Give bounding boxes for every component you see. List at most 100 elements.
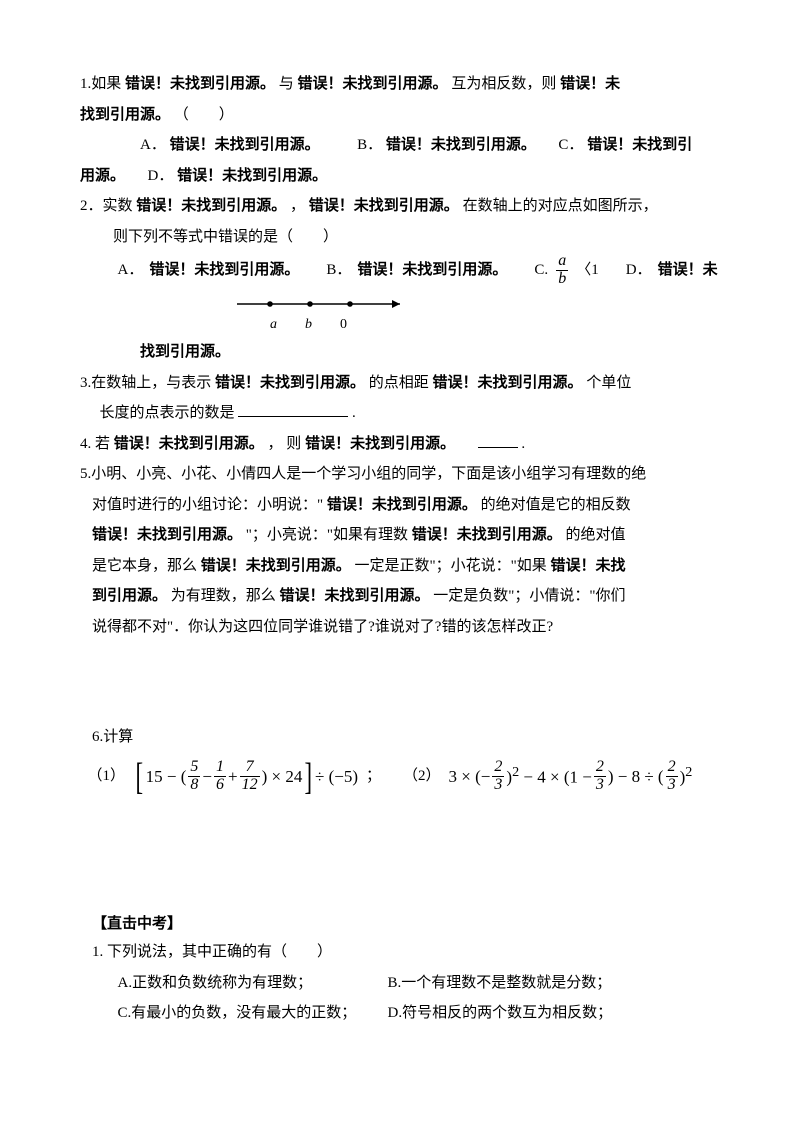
opt-D-label: D． — [148, 168, 178, 184]
err-ref: 错误！未找到引用源。 — [412, 527, 562, 543]
axis-0: 0 — [340, 312, 347, 339]
section-head: 【直击中考】 — [80, 910, 730, 939]
q4-stem-a: 4. 若 — [80, 436, 114, 452]
q2-stem-a: 2．实数 — [80, 198, 136, 214]
opt-A-label: A． — [140, 137, 170, 153]
blank-underline-short — [478, 433, 518, 448]
zj-C: C.有最小的负数，没有最大的正数； — [118, 999, 388, 1028]
q5-l4: 是它本身，那么 错误！未找到引用源。 一定是正数"；小花说："如果 错误！未找 — [80, 552, 730, 581]
q3-line2-text: 长度的点表示的数是 — [100, 405, 235, 421]
q2-line2: 则下列不等式中错误的是（ ） — [80, 223, 730, 252]
err-ref: 错误！未 — [560, 76, 620, 92]
opt-C-label: C. — [534, 256, 548, 285]
err-ref-cont: 找到引用源。 — [140, 344, 230, 360]
err-ref-cont: 找到引用源。 — [80, 107, 170, 123]
err-ref: 错误！未找到引用源。 — [201, 558, 351, 574]
q5-l4a: 是它本身，那么 — [92, 558, 201, 574]
frac-a-over-b: a b — [556, 253, 568, 288]
opt-D-label: D． — [626, 256, 652, 285]
opt-A-label: A． — [118, 256, 144, 285]
err-ref: 错误！未找到引用源。 — [215, 375, 365, 391]
opt-C-tail: 〈1 — [576, 256, 599, 285]
zj-D: D.符号相反的两个数互为相反数； — [388, 999, 613, 1028]
q5-l1: 5.小明、小亮、小花、小倩四人是一个学习小组的同学，下面是该小组学习有理数的绝 — [80, 460, 730, 489]
q5-l6: 说得都不对"．你认为这四位同学谁说错了?谁说对了?错的该怎样改正? — [80, 613, 730, 642]
q1-stem-a: 1.如果 — [80, 76, 125, 92]
err-ref: 错误！未找到引用源。 — [92, 527, 242, 543]
number-line-icon — [235, 294, 410, 314]
zj-q1: 1. 下列说法，其中正确的有（ ） — [80, 938, 730, 967]
q5-l5b: 一定是负数"；小倩说："你们 — [433, 588, 625, 604]
q5-l2b: 的绝对值是它的相反数 — [481, 497, 631, 513]
blank-underline — [238, 402, 348, 417]
q6-expr1: [ 15 − ( 58 − 16 + 712 ) × 24 ] ÷ (−5) — [133, 758, 358, 796]
err-ref-cont: 到引用源。 — [92, 588, 167, 604]
opt-B-label: B． — [357, 137, 386, 153]
q5-l5a: 为有理数，那么 — [171, 588, 280, 604]
q5-l4b: 一定是正数"；小花说："如果 — [355, 558, 551, 574]
q6-expressions: （1） [ 15 − ( 58 − 16 + 712 ) × 24 ] ÷ (−… — [80, 758, 730, 796]
opt-C-label: C． — [558, 137, 587, 153]
err-ref: 错误！未找到引用源。 — [433, 375, 583, 391]
opt-B-label: B． — [326, 256, 351, 285]
q2-line1: 2．实数 错误！未找到引用源。 ， 错误！未找到引用源。 在数轴上的对应点如图所… — [80, 192, 730, 221]
err-ref: 错误！未找到引用源。 — [309, 198, 459, 214]
q1-options-row2: 用源。 D． 错误！未找到引用源。 — [80, 162, 730, 191]
axis-b: b — [305, 312, 312, 339]
err-ref: 错误！未找到引用源。 — [170, 137, 320, 153]
err-ref: 错误！未找到引用源。 — [298, 76, 448, 92]
err-ref: 错误！未找到引 — [587, 137, 692, 153]
q5-l3b: "；小亮说："如果有理数 — [246, 527, 412, 543]
q2-stem-b: 在数轴上的对应点如图所示， — [463, 198, 658, 214]
q6-p1-label: （1） — [88, 762, 126, 791]
q2-options: A． 错误！未找到引用源。 B． 错误！未找到引用源。 C. a b 〈1 D．… — [80, 253, 730, 288]
q4-stem-b: 则 — [286, 436, 305, 452]
q1-tail: （ ） — [174, 107, 234, 123]
err-ref: 错误！未找到引用源。 — [305, 436, 455, 452]
number-line-labels: a b 0 — [270, 312, 730, 339]
q4-period: . — [521, 436, 525, 452]
q5-l2a: 对值时进行的小组讨论：小明说：" — [92, 497, 327, 513]
err-ref: 错误！未找到引用源。 — [327, 497, 477, 513]
q3-stem-b: 的点相距 — [369, 375, 433, 391]
q5-l3c: 的绝对值 — [566, 527, 626, 543]
q4-comma: ， — [268, 436, 283, 452]
zj-B: B.一个有理数不是整数就是分数； — [388, 969, 612, 998]
err-ref: 错误！未找到引用源。 — [386, 137, 536, 153]
q2-line2-text: 则下列不等式中错误的是（ ） — [113, 229, 338, 245]
q3-line2: 长度的点表示的数是 . — [80, 399, 730, 428]
err-ref: 错误！未找到引用源。 — [149, 256, 299, 285]
q6-head: 6.计算 — [80, 723, 730, 752]
q5-l2: 对值时进行的小组讨论：小明说：" 错误！未找到引用源。 的绝对值是它的相反数 — [80, 491, 730, 520]
q1-stem-b: 与 — [279, 76, 298, 92]
q3-period: . — [352, 405, 356, 421]
q1-line1: 1.如果 错误！未找到引用源。 与 错误！未找到引用源。 互为相反数，则 错误！… — [80, 70, 730, 99]
q1-options-row1: A． 错误！未找到引用源。 B． 错误！未找到引用源。 C． 错误！未找到引 — [80, 131, 730, 160]
err-ref-cont: 用源。 — [80, 168, 125, 184]
q5-l5: 到引用源。 为有理数，那么 错误！未找到引用源。 一定是负数"；小倩说："你们 — [80, 582, 730, 611]
q3-line1: 3.在数轴上，与表示 错误！未找到引用源。 的点相距 错误！未找到引用源。 个单… — [80, 369, 730, 398]
err-ref: 错误！未找到引用源。 — [125, 76, 275, 92]
q5-l3: 错误！未找到引用源。 "；小亮说："如果有理数 错误！未找到引用源。 的绝对值 — [80, 521, 730, 550]
zj-row2: C.有最小的负数，没有最大的正数； D.符号相反的两个数互为相反数； — [80, 999, 730, 1028]
q2-end: 找到引用源。 — [80, 338, 730, 367]
q6-expr2: 3 × (− 23 )2 − 4 × (1 − 23 ) − 8 ÷ ( 23 … — [449, 759, 693, 794]
err-ref: 错误！未 — [658, 256, 718, 285]
q3-stem-a: 3.在数轴上，与表示 — [80, 375, 215, 391]
err-ref: 错误！未找到引用源。 — [136, 198, 286, 214]
zj-A: A.正数和负数统称为有理数； — [118, 969, 388, 998]
q1-line2: 找到引用源。 （ ） — [80, 101, 730, 130]
q3-stem-c: 个单位 — [586, 375, 631, 391]
err-ref: 错误！未找到引用源。 — [357, 256, 507, 285]
err-ref: 错误！未找到引用源。 — [280, 588, 430, 604]
err-ref: 错误！未找到引用源。 — [177, 168, 327, 184]
err-ref: 错误！未找 — [551, 558, 626, 574]
err-ref: 错误！未找到引用源。 — [114, 436, 264, 452]
q1-stem-c: 互为相反数，则 — [451, 76, 560, 92]
zj-row1: A.正数和负数统称为有理数； B.一个有理数不是整数就是分数； — [80, 969, 730, 998]
q2-comma: ， — [290, 198, 305, 214]
q4-line: 4. 若 错误！未找到引用源。 ， 则 错误！未找到引用源。 . — [80, 430, 730, 459]
q6-p2-label: （2） — [403, 762, 441, 791]
q6-semicolon: ； — [366, 762, 381, 791]
axis-a: a — [270, 312, 277, 339]
